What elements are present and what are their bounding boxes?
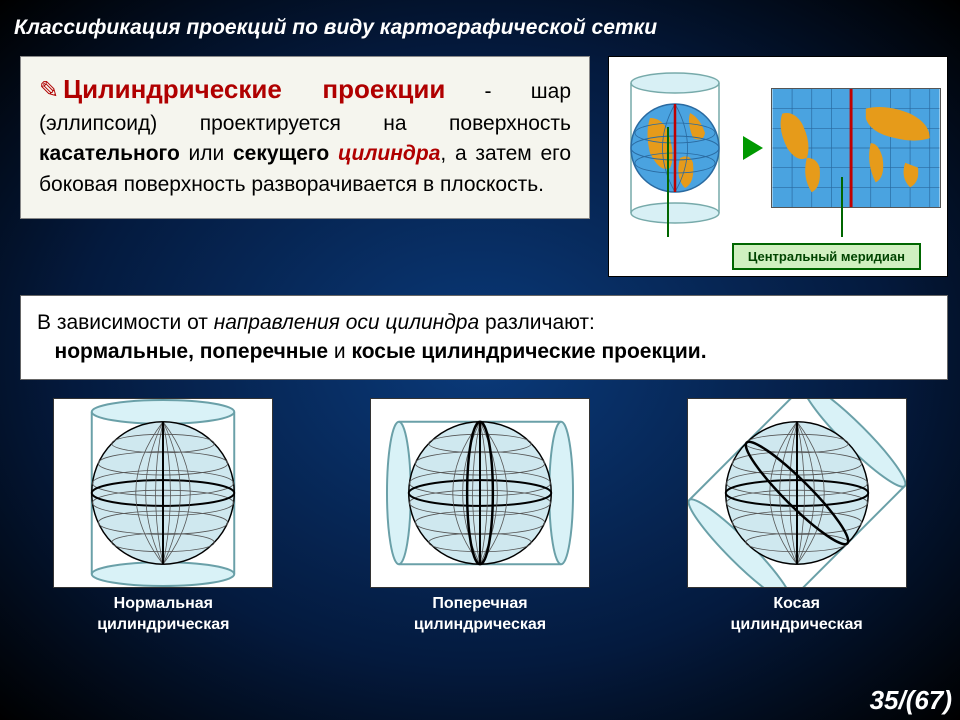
definition-box: ✎Цилиндрические проекции - шар (эллипсои… <box>20 56 590 219</box>
mid-bold2: косые цилиндрические проекции. <box>352 340 707 363</box>
def-b1: касательного <box>39 142 180 165</box>
def-i1: цилиндра <box>338 142 440 165</box>
projections-row: Нормальнаяцилиндрическая Поперечнаяцилинд… <box>0 380 960 636</box>
projection-item: Косаяцилиндрическая <box>687 398 907 636</box>
projection-caption: Косаяцилиндрическая <box>731 594 863 636</box>
page-total: (67) <box>906 685 952 715</box>
mid-text-box: В зависимости от направления оси цилиндр… <box>20 295 948 380</box>
projection-item: Нормальнаяцилиндрическая <box>53 398 273 636</box>
page-current: 35 <box>870 685 899 715</box>
projection-caption: Поперечнаяцилиндрическая <box>414 594 546 636</box>
globe-in-cylinder <box>615 63 735 233</box>
mid-bold: нормальные, поперечные <box>55 340 334 363</box>
meridian-connector-2 <box>841 177 843 237</box>
mid-after: различают: <box>485 311 595 334</box>
bullet-icon: ✎ <box>39 77 59 104</box>
projection-caption: Нормальнаяцилиндрическая <box>97 594 229 636</box>
meridian-connector-1 <box>667 127 669 237</box>
projection-diagram <box>53 398 273 588</box>
projection-diagram <box>687 398 907 588</box>
mid-and: и <box>334 340 352 363</box>
mid-italic: направления оси цилиндра <box>214 311 485 334</box>
page-title: Классификация проекций по виду картограф… <box>0 0 960 40</box>
def-p2: или <box>180 142 233 165</box>
projection-item: Поперечнаяцилиндрическая <box>370 398 590 636</box>
top-row: ✎Цилиндрические проекции - шар (эллипсои… <box>0 40 960 277</box>
meridian-label: Центральный меридиан <box>732 243 921 270</box>
mid-lead: В зависимости от <box>37 311 214 334</box>
def-b2: секущего <box>233 142 338 165</box>
projection-diagram <box>370 398 590 588</box>
definition-heading: Цилиндрические проекции <box>63 74 445 104</box>
arrow-right-icon <box>743 136 763 160</box>
page-number: 35/(67) <box>870 685 952 716</box>
top-diagram: Центральный меридиан <box>608 56 948 277</box>
flat-map <box>771 88 941 208</box>
